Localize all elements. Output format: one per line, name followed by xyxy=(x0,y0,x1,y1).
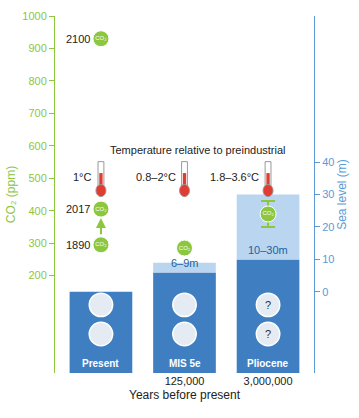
svg-text:CO₂: CO₂ xyxy=(95,206,107,212)
svg-text:Years before present: Years before present xyxy=(129,388,241,402)
svg-text:900: 900 xyxy=(28,42,46,54)
svg-text:10–30m: 10–30m xyxy=(248,244,288,256)
svg-text:40: 40 xyxy=(322,156,334,168)
svg-text:CO₂: CO₂ xyxy=(95,241,107,247)
svg-text:Temperature relative to preind: Temperature relative to preindustrial xyxy=(110,144,285,156)
svg-text:600: 600 xyxy=(28,140,46,152)
svg-text:200: 200 xyxy=(28,269,46,281)
svg-text:MIS 5e: MIS 5e xyxy=(169,358,201,369)
svg-text:500: 500 xyxy=(28,172,46,184)
svg-text:CO₂ (ppm): CO₂ (ppm) xyxy=(4,166,18,223)
svg-text:Sea level (m): Sea level (m) xyxy=(335,159,349,230)
svg-text:1°C: 1°C xyxy=(73,171,92,183)
svg-text:CO₂: CO₂ xyxy=(179,245,191,251)
svg-text:700: 700 xyxy=(28,107,46,119)
svg-text:125,000: 125,000 xyxy=(165,375,205,387)
svg-text:2100: 2100 xyxy=(66,33,90,45)
svg-text:?: ? xyxy=(265,299,271,311)
svg-text:400: 400 xyxy=(28,205,46,217)
svg-text:20: 20 xyxy=(322,221,334,233)
svg-text:CO₂: CO₂ xyxy=(95,35,107,41)
svg-text:1890: 1890 xyxy=(66,239,90,251)
svg-text:800: 800 xyxy=(28,75,46,87)
svg-text:Present: Present xyxy=(82,358,119,369)
svg-text:0.8–2°C: 0.8–2°C xyxy=(136,171,176,183)
svg-text:2017: 2017 xyxy=(66,203,90,215)
svg-text:30: 30 xyxy=(322,188,334,200)
svg-text:1000: 1000 xyxy=(22,10,46,22)
svg-text:Pliocene: Pliocene xyxy=(247,358,289,369)
svg-text:0: 0 xyxy=(322,286,328,298)
svg-text:?: ? xyxy=(265,328,271,340)
svg-text:300: 300 xyxy=(28,237,46,249)
svg-text:1.8–3.6°C: 1.8–3.6°C xyxy=(210,171,259,183)
svg-text:6–9m: 6–9m xyxy=(171,257,199,269)
svg-text:CO₂: CO₂ xyxy=(262,210,274,216)
svg-text:10: 10 xyxy=(322,253,334,265)
svg-text:3,000,000: 3,000,000 xyxy=(244,375,293,387)
